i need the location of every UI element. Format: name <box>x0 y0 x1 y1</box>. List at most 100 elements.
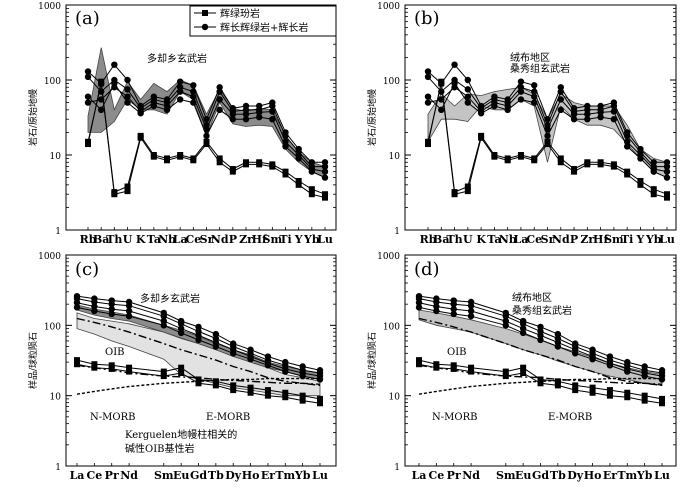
data-point-square <box>212 382 219 389</box>
data-point-square <box>624 394 631 401</box>
data-point-circle <box>464 76 472 84</box>
data-point-circle <box>190 88 197 95</box>
data-point-circle <box>502 312 509 320</box>
data-point-circle <box>517 96 525 103</box>
data-point-square <box>308 191 315 198</box>
data-point-circle <box>597 109 604 116</box>
data-point-circle <box>464 86 472 93</box>
x-tick-label: Pr <box>447 469 461 482</box>
data-point-square <box>650 191 657 198</box>
data-point-square <box>216 155 223 162</box>
y-tick-label: 1 <box>55 463 61 473</box>
data-point-circle <box>269 108 276 115</box>
data-point-square <box>520 370 527 377</box>
data-point-square <box>230 387 237 394</box>
data-point-circle <box>321 174 329 181</box>
reference-label-oib: OIB <box>105 347 125 358</box>
x-tick-label: Sr <box>200 233 214 246</box>
data-point-circle <box>610 102 618 110</box>
data-point-square <box>544 141 551 148</box>
reference-label-oib: OIB <box>447 347 467 358</box>
data-point-square <box>659 400 665 407</box>
panel-letter: (b) <box>414 8 440 29</box>
data-point-square <box>478 134 485 141</box>
data-point-circle <box>160 312 167 320</box>
data-point-circle <box>517 78 525 85</box>
data-point-square <box>91 361 98 368</box>
data-point-circle <box>255 109 263 116</box>
data-point-circle <box>216 88 223 95</box>
data-point-square <box>247 389 254 396</box>
plot-frame <box>65 254 337 467</box>
x-tick-label: Sr <box>541 233 555 246</box>
data-point-square <box>195 376 202 383</box>
data-point-square <box>299 392 306 399</box>
reference-label-n-morb: N-MORB <box>432 412 477 423</box>
x-tick-label: La <box>173 233 188 246</box>
data-point-circle <box>450 310 457 318</box>
data-point-circle <box>91 307 98 315</box>
data-point-circle <box>433 298 440 306</box>
data-point-circle <box>321 168 329 175</box>
data-point-circle <box>97 88 105 95</box>
data-point-circle <box>624 368 631 375</box>
data-point-square <box>295 181 302 188</box>
panel-letter: (a) <box>75 8 100 29</box>
data-point-circle <box>195 332 202 339</box>
data-point-square <box>584 161 591 168</box>
y-tick-label: 100 <box>383 322 400 332</box>
x-tick-label: Ba <box>93 233 109 246</box>
data-point-circle <box>255 113 263 121</box>
data-point-circle <box>229 110 237 118</box>
data-point-square <box>572 387 579 394</box>
data-point-square <box>517 153 524 160</box>
x-tick-label: Tm <box>275 469 295 482</box>
data-point-circle <box>97 96 105 103</box>
data-point-circle <box>150 102 158 110</box>
data-point-circle <box>73 304 81 311</box>
data-point-circle <box>269 116 276 123</box>
x-tick-label: P <box>229 233 237 246</box>
x-tick-label: Er <box>603 469 617 482</box>
data-point-circle <box>450 300 457 308</box>
y-axis-label: 岩石/原始地幔 <box>366 89 378 146</box>
x-tick-label: Hf <box>593 233 609 246</box>
data-point-square <box>464 188 471 195</box>
data-point-circle <box>177 329 185 337</box>
data-point-circle <box>282 368 289 375</box>
x-tick-label: Rb <box>80 233 97 246</box>
data-point-circle <box>438 88 445 95</box>
field-label: 多却乡玄武岩 <box>140 292 200 305</box>
basalt-field <box>87 47 326 179</box>
x-tick-label: Nb <box>158 233 176 246</box>
reference-line-oib <box>418 317 663 387</box>
data-point-square <box>537 376 544 383</box>
data-point-square <box>537 380 544 387</box>
x-tick-label: Yb <box>294 469 311 482</box>
data-point-circle <box>229 116 237 123</box>
data-point-square <box>425 138 431 145</box>
data-point-circle <box>269 102 276 110</box>
data-point-circle <box>610 116 618 123</box>
data-point-circle <box>137 110 144 117</box>
y-tick-label: 1 <box>55 227 61 237</box>
data-point-circle <box>572 350 579 357</box>
data-point-circle <box>195 336 202 344</box>
data-point-circle <box>557 106 564 114</box>
x-tick-label: Y <box>636 233 645 246</box>
data-point-square <box>554 382 561 389</box>
data-point-square <box>659 395 665 402</box>
data-point-square <box>572 382 579 389</box>
data-point-circle <box>124 76 131 84</box>
data-point-square <box>322 191 328 198</box>
x-tick-label: Pr <box>105 469 119 482</box>
data-point-circle <box>84 99 92 106</box>
data-point-square <box>264 392 271 399</box>
x-tick-label: Ti <box>621 233 633 246</box>
data-point-circle <box>663 174 671 181</box>
data-point-circle <box>597 113 604 121</box>
data-point-square <box>637 178 644 185</box>
data-point-circle <box>519 320 527 328</box>
